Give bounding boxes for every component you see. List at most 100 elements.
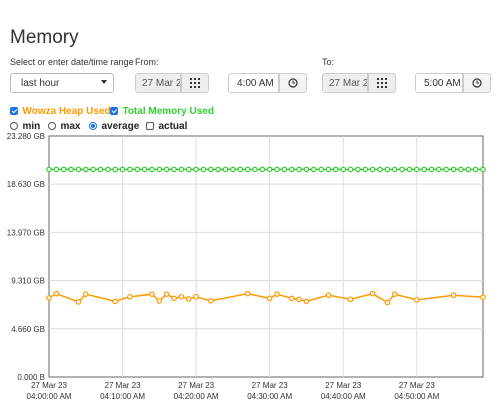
total-memory-used-point <box>288 166 295 173</box>
page-title: Memory <box>10 27 79 48</box>
total-memory-used-point <box>318 166 324 173</box>
to-time-input[interactable]: 5:00 AM <box>415 73 463 93</box>
legend-heap[interactable]: Wowza Heap Used <box>10 101 111 119</box>
option-max[interactable]: max <box>48 116 80 134</box>
total-memory-used-point <box>171 166 177 173</box>
wowza-heap-used-point <box>347 296 354 303</box>
total-memory-used-point <box>391 166 398 173</box>
total-memory-used-point <box>413 166 420 173</box>
y-tick-label: 13.970 GB <box>7 228 45 237</box>
total-memory-used-point <box>443 166 450 173</box>
total-memory-used-point <box>200 166 207 173</box>
y-tick-label: 4.660 GB <box>11 325 45 334</box>
wowza-heap-used-point <box>244 290 251 297</box>
to-clock-button[interactable] <box>463 73 491 93</box>
range-select[interactable]: last hour <box>10 73 114 93</box>
wowza-heap-used-point <box>82 291 89 297</box>
total-memory-used-point <box>369 166 376 173</box>
y-tick-label: 9.310 GB <box>11 277 45 286</box>
from-label: From: <box>135 57 159 67</box>
wowza-heap-used-point <box>178 293 185 300</box>
wowza-heap-used-point <box>384 299 391 306</box>
actual-label: actual <box>158 121 188 132</box>
memory-chart: 23.280 GB 18.630 GB 13.970 GB 9.310 GB 4.660… <box>7 132 486 401</box>
wowza-heap-used-point <box>288 295 295 302</box>
min-label: min <box>22 121 41 132</box>
total-memory-used-point <box>436 166 442 173</box>
range-select-value: last hour <box>21 78 60 89</box>
wowza-heap-used-point <box>46 295 52 301</box>
from-date-input[interactable]: 27 Mar 2 <box>135 73 181 93</box>
heap-checkbox[interactable] <box>10 107 18 115</box>
total-memory-used-point <box>215 166 221 173</box>
max-label: max <box>60 121 81 132</box>
total-memory-used-point <box>127 166 133 173</box>
y-tick-label: 18.630 GB <box>7 180 45 189</box>
total-memory-used-point <box>68 166 74 173</box>
total-memory-used-point <box>325 166 332 173</box>
option-average[interactable]: average <box>89 116 139 134</box>
wowza-heap-used-point <box>391 291 398 297</box>
option-actual[interactable]: actual <box>146 116 187 134</box>
wowza-heap-used-point <box>163 291 170 297</box>
total-memory-used-point <box>97 166 104 173</box>
total-memory-used-point <box>458 166 464 173</box>
total-memory-used-point <box>105 166 111 173</box>
x-tick-time-label: 04:50:00 AM <box>394 392 439 401</box>
min-radio[interactable] <box>10 122 18 130</box>
total-memory-used-point <box>465 166 472 173</box>
total-memory-used-point <box>480 166 486 173</box>
x-tick-date-label: 27 Mar 23 <box>31 381 68 390</box>
x-tick-date-label: 27 Mar 23 <box>325 381 362 390</box>
x-tick-date-label: 27 Mar 23 <box>105 381 142 390</box>
total-memory-used-point <box>222 166 229 173</box>
average-label: average <box>101 121 140 132</box>
wowza-heap-used-point <box>303 298 310 305</box>
from-clock-button[interactable] <box>279 73 307 93</box>
x-tick-time-label: 04:40:00 AM <box>321 392 366 401</box>
clock-icon <box>472 78 482 88</box>
total-memory-used-point <box>149 166 155 173</box>
x-tick-time-label: 04:20:00 AM <box>174 392 219 401</box>
x-tick-date-label: 27 Mar 23 <box>178 381 215 390</box>
total-memory-used-point <box>428 166 435 173</box>
total-memory-used-point <box>134 166 141 173</box>
wowza-heap-used-point <box>112 298 119 305</box>
wowza-heap-used-point <box>369 290 376 297</box>
total-memory-used-point <box>141 166 148 173</box>
option-min[interactable]: min <box>10 116 40 134</box>
total-memory-used-point <box>185 166 192 173</box>
total-memory-used-point <box>46 166 52 173</box>
max-radio[interactable] <box>48 122 56 130</box>
total-memory-used-point <box>112 166 119 173</box>
total-memory-used-point <box>347 166 354 173</box>
wowza-heap-used-point <box>53 290 60 297</box>
wowza-heap-used-point <box>149 291 155 297</box>
wowza-heap-used-point <box>171 295 177 302</box>
total-memory-used-point <box>340 166 347 173</box>
wowza-heap-used-point <box>274 291 280 297</box>
from-time-input[interactable]: 4:00 AM <box>228 73 279 93</box>
to-date-input[interactable]: 27 Mar 2 <box>322 73 368 93</box>
wowza-heap-used-point <box>75 299 82 305</box>
total-memory-used-point <box>90 166 96 173</box>
wowza-heap-used-point <box>325 292 332 299</box>
to-calendar-button[interactable] <box>368 73 396 93</box>
wowza-heap-used-point <box>185 296 192 302</box>
total-memory-used-point <box>472 166 479 173</box>
total-memory-used-point <box>178 166 185 173</box>
total-memory-used-point <box>60 166 67 173</box>
total-memory-used-point <box>333 166 339 173</box>
total-memory-used-point <box>296 166 302 173</box>
from-calendar-button[interactable] <box>181 73 209 93</box>
wowza-heap-used-point <box>450 292 457 299</box>
y-tick-label: 23.280 GB <box>7 132 45 141</box>
average-radio[interactable] <box>89 122 97 130</box>
legend-total[interactable]: Total Memory Used <box>110 101 214 119</box>
total-checkbox[interactable] <box>110 107 118 115</box>
total-memory-used-point <box>193 166 199 173</box>
total-memory-used-point <box>75 166 82 173</box>
total-memory-used-point <box>450 166 457 173</box>
wowza-heap-used-point <box>296 296 302 303</box>
x-tick-time-label: 04:10:00 AM <box>100 392 145 401</box>
